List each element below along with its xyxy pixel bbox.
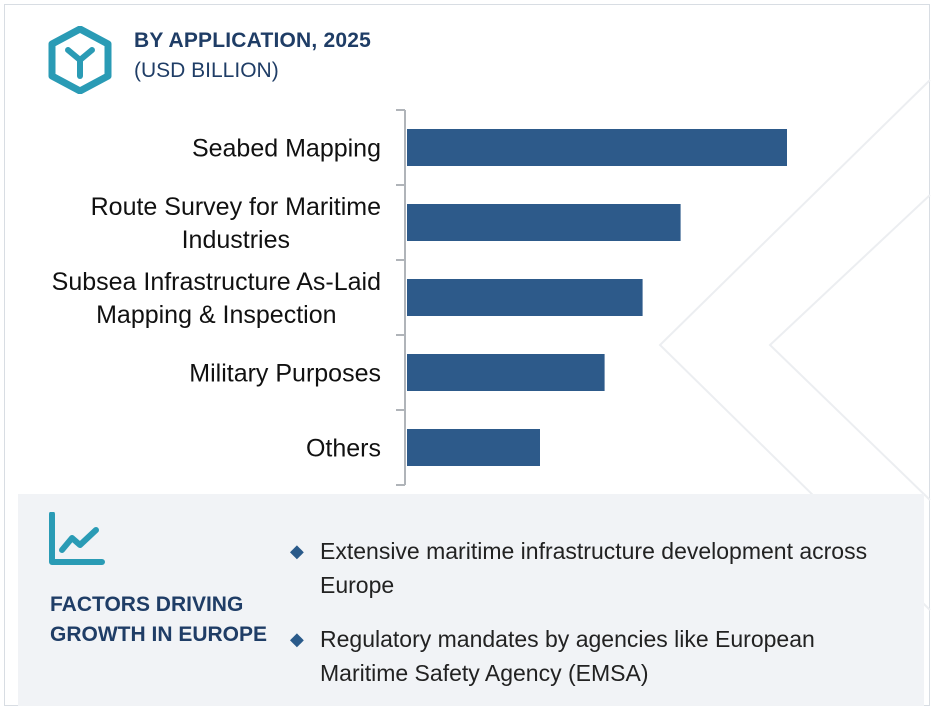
- category-label: Others: [306, 435, 381, 463]
- chart-title: BY APPLICATION, 2025: [134, 29, 372, 52]
- category-label: Route Survey for Maritime: [91, 193, 381, 221]
- bar: [407, 354, 605, 391]
- category-labels: Seabed Mapping Route Survey for Maritime I…: [52, 135, 381, 463]
- bar: [407, 279, 643, 316]
- category-label: Military Purposes: [189, 360, 381, 388]
- bar: [407, 129, 787, 166]
- diamond-bullet-icon: ◆: [290, 629, 304, 649]
- chart-axis: [396, 109, 406, 486]
- factor-text: Extensive maritime infrastructure develo…: [320, 538, 868, 598]
- bar: [407, 429, 540, 466]
- category-label: Seabed Mapping: [192, 135, 381, 163]
- bar: [407, 204, 681, 241]
- chart-subtitle: (USD BILLION): [134, 59, 279, 82]
- factor-text: Regulatory mandates by agencies like Eur…: [320, 626, 815, 686]
- bar-chart: Seabed Mapping Route Survey for Maritime I…: [52, 109, 787, 486]
- category-label: Mapping & Inspection: [96, 301, 336, 329]
- trend-chart-icon: [49, 512, 105, 565]
- chart-bars: [407, 129, 787, 466]
- category-label: Industries: [182, 226, 290, 254]
- factors-panel: FACTORS DRIVING GROWTH IN EUROPE ◆ Exten…: [18, 494, 924, 706]
- factors-title: FACTORS DRIVING GROWTH IN EUROPE: [50, 593, 268, 646]
- diamond-bullet-icon: ◆: [290, 541, 304, 561]
- category-label: Subsea Infrastructure As-Laid: [52, 268, 381, 296]
- cube-logo-icon: [48, 26, 112, 94]
